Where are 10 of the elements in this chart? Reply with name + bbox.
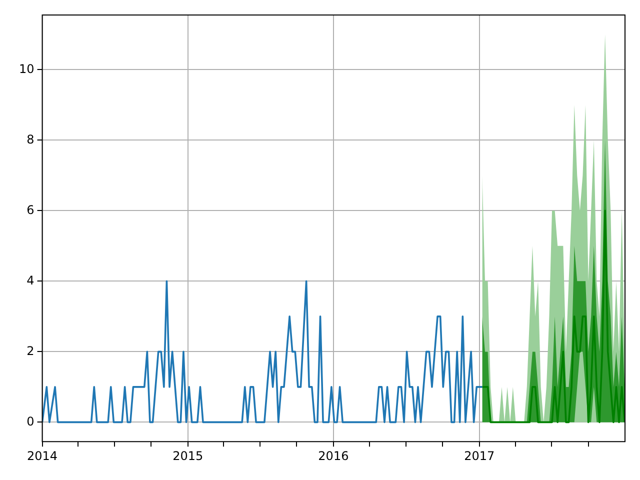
y-tick-label: 0	[26, 414, 34, 428]
y-tick-label: 10	[18, 62, 34, 76]
x-tick-label: 2014	[26, 448, 58, 463]
x-tick-label: 2016	[318, 448, 349, 463]
y-tick-label: 6	[26, 202, 34, 217]
x-tick-label: 2015	[172, 448, 204, 463]
y-tick-label: 2	[26, 344, 34, 358]
y-tick-label: 4	[26, 273, 34, 288]
x-tick-label: 2017	[464, 448, 495, 463]
y-tick-label: 8	[26, 132, 34, 146]
